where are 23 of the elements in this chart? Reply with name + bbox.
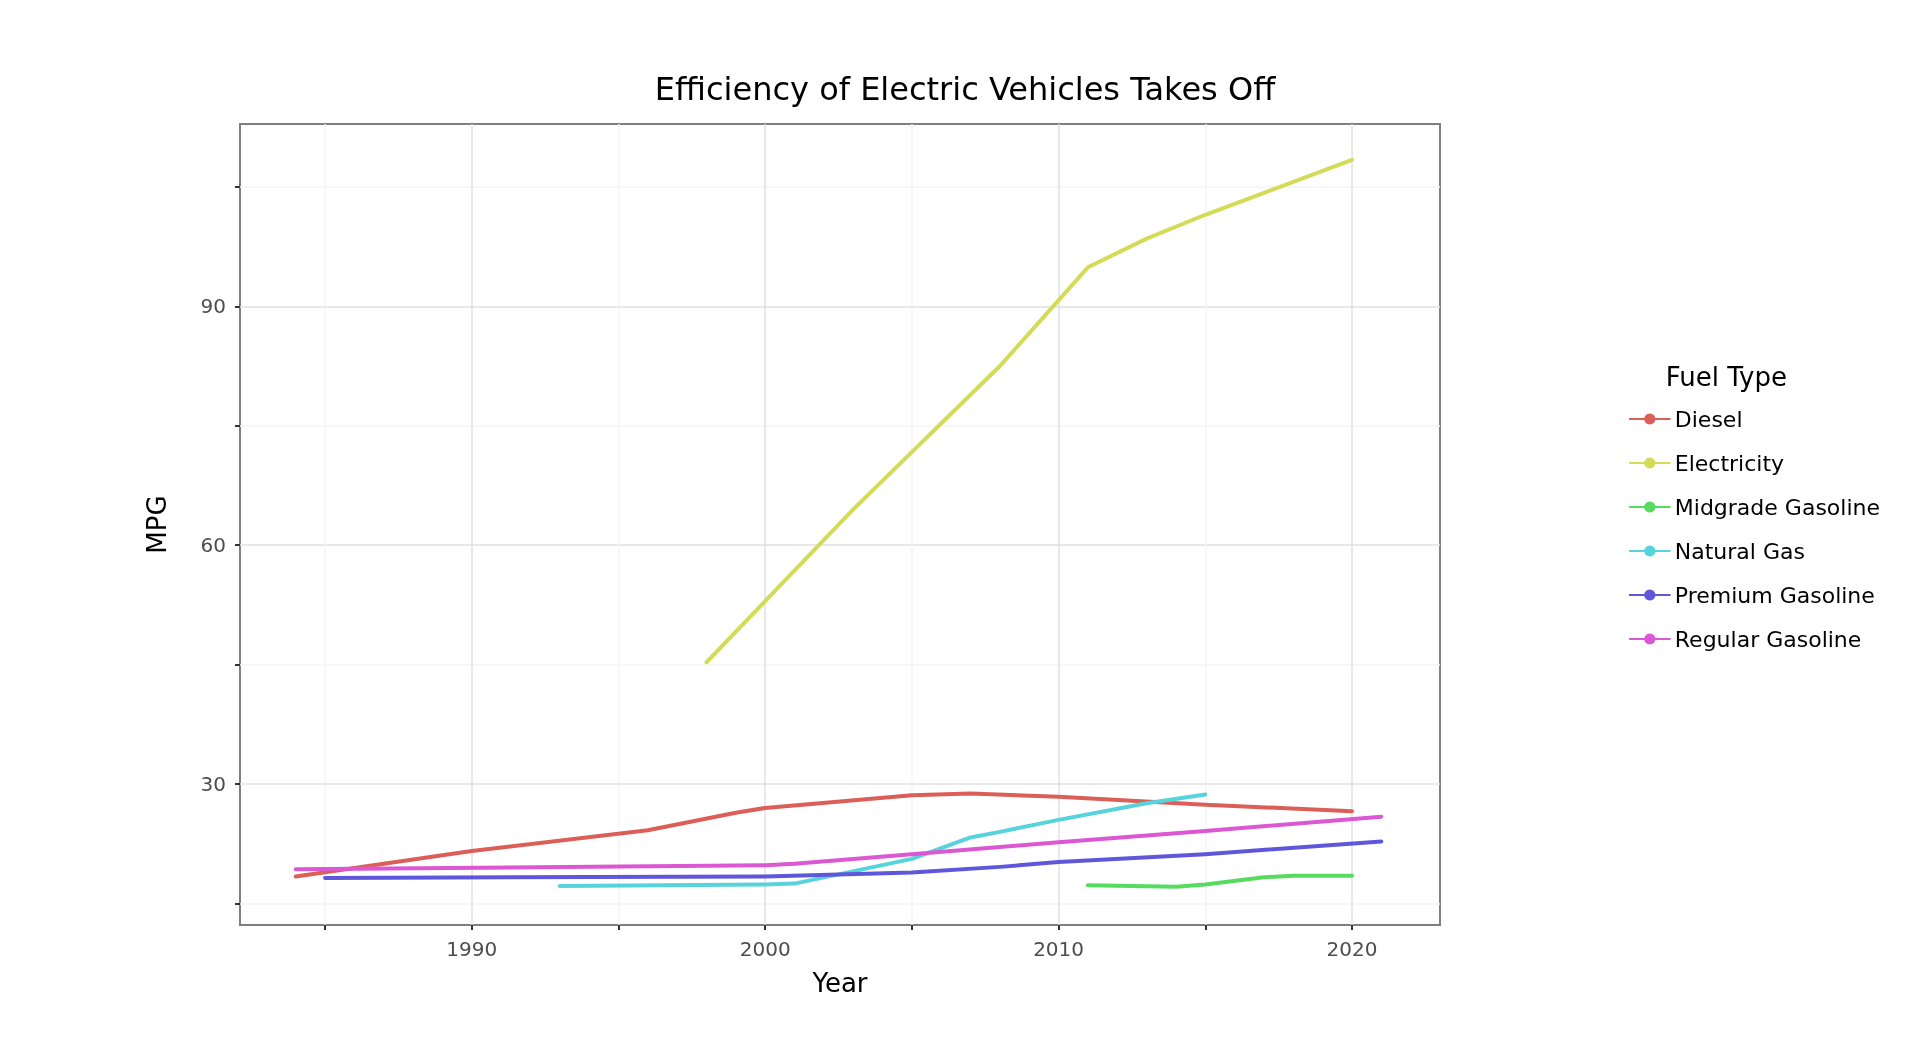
x-tick-label: 2020 (1326, 937, 1378, 961)
x-tick-label: 2000 (739, 937, 791, 961)
y-tick-label: 90 (200, 294, 226, 319)
line-series (557, 792, 1208, 888)
legend-label: Regular Gasoline (1674, 626, 1862, 652)
line-series (293, 814, 1384, 872)
x-tick-label: 1990 (446, 937, 498, 961)
y-tick-label: 30 (200, 772, 226, 797)
legend-label: Diesel (1674, 406, 1743, 432)
legend-label: Natural Gas (1674, 538, 1805, 564)
y-tick-label: 60 (200, 533, 226, 558)
line-series (293, 791, 1354, 879)
line-series (323, 839, 1384, 881)
legend-title: Fuel Type (1665, 362, 1787, 392)
x-axis-title: Year (811, 968, 868, 998)
y-axis-title: MPG (142, 495, 172, 554)
legend-label: Premium Gasoline (1674, 582, 1875, 608)
legend-label: Midgrade Gasoline (1674, 494, 1881, 520)
line-series (1085, 873, 1354, 889)
chart-title: Efficiency of Electric Vehicles Takes Off (654, 70, 1277, 108)
x-tick-label: 2010 (1033, 937, 1085, 961)
legend-label: Electricity (1674, 450, 1785, 476)
line-series (704, 157, 1354, 665)
